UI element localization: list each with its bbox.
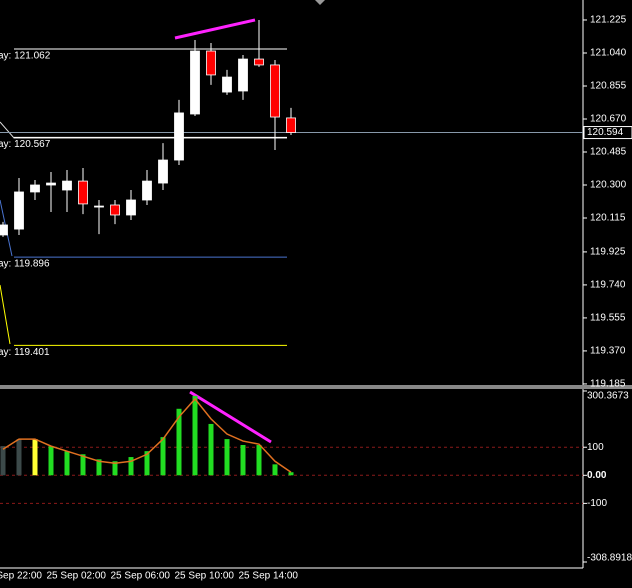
histogram-bar xyxy=(288,472,294,476)
candle-body xyxy=(158,159,168,184)
y-tick-label: 119.370 xyxy=(590,346,626,357)
y-tick-label: 121.040 xyxy=(590,48,627,59)
candle-body xyxy=(62,180,72,191)
y-tick-label: 100 xyxy=(587,442,604,453)
y-tick-label: -308.8918 xyxy=(587,553,632,564)
y-tick-label: -100 xyxy=(587,498,607,509)
y-tick-label: 120.115 xyxy=(590,213,626,224)
candle-body xyxy=(46,182,56,186)
candle-body xyxy=(222,76,232,93)
trend-line xyxy=(189,390,272,444)
candle-body xyxy=(94,205,104,208)
signal-line xyxy=(2,397,292,473)
histogram-bar xyxy=(128,457,134,476)
candle-body xyxy=(286,117,296,133)
y-tick-label: 120.300 xyxy=(590,180,627,191)
scroll-marker xyxy=(315,0,325,5)
y-tick-label: 120.670 xyxy=(590,114,627,125)
candle-body xyxy=(30,184,40,193)
histogram-bar xyxy=(144,451,150,476)
level-label: ay: 120.567 xyxy=(0,139,51,150)
histogram-bar xyxy=(48,446,54,476)
y-tick-label: 119.555 xyxy=(590,313,626,324)
histogram-bar xyxy=(256,444,262,476)
current-price-box xyxy=(583,126,632,140)
x-tick-label: Sep 22:00 xyxy=(0,571,42,582)
y-tick-label: 120.855 xyxy=(590,81,627,92)
histogram-bar xyxy=(272,464,278,476)
y-tick-label: 119.185 xyxy=(590,379,626,390)
y-tick-label: 119.740 xyxy=(590,280,626,291)
histogram-bar xyxy=(80,454,86,476)
histogram-bar xyxy=(160,437,166,476)
plot: 121.225 121.040 120.855 120.670 120.485 120.3… xyxy=(0,15,632,582)
candle-body xyxy=(14,191,24,230)
candle-body xyxy=(206,50,216,76)
candle-body xyxy=(0,224,8,236)
histogram-bar xyxy=(16,439,22,476)
candle-body xyxy=(78,180,88,205)
y-tick-label: 300.3673 xyxy=(587,391,629,402)
candle-body xyxy=(238,58,248,92)
y-tick-label: 120.485 xyxy=(590,147,627,158)
histogram-bar xyxy=(240,444,246,476)
level-label: ay: 121.062 xyxy=(0,51,51,62)
x-tick-label: 25 Sep 10:00 xyxy=(175,571,235,582)
histogram-bar xyxy=(176,408,182,476)
prev-level-line xyxy=(0,121,287,139)
y-tick-label: 0.00 xyxy=(587,470,607,481)
histogram-bar xyxy=(32,439,38,476)
candle-body xyxy=(254,58,264,66)
current-price-label: 120.594 xyxy=(587,127,624,138)
x-tick-label: 25 Sep 06:00 xyxy=(111,571,171,582)
candle-body xyxy=(110,204,120,216)
prev-level-line xyxy=(0,284,11,345)
histogram-bar xyxy=(112,461,118,476)
candle-body xyxy=(142,180,152,201)
candle-body xyxy=(270,64,280,118)
level-label: ay: 119.401 xyxy=(0,347,50,358)
histogram-bar xyxy=(192,395,198,476)
trend-line xyxy=(174,18,256,40)
histogram-bar xyxy=(64,451,70,476)
pane-separator xyxy=(0,385,632,389)
y-tick-label: 119.925 xyxy=(590,247,626,258)
x-tick-label: 25 Sep 02:00 xyxy=(47,571,107,582)
candle-body xyxy=(174,112,184,161)
histogram-bar xyxy=(224,439,230,476)
histogram-bar xyxy=(96,459,102,476)
histogram-bar xyxy=(208,423,214,476)
histogram-bar xyxy=(0,446,6,476)
candle-body xyxy=(190,50,200,115)
candle-body xyxy=(126,199,136,216)
y-tick-label: 121.225 xyxy=(590,15,627,26)
level-label: ay: 119.896 xyxy=(0,259,50,270)
x-tick-label: 25 Sep 14:00 xyxy=(239,571,299,582)
